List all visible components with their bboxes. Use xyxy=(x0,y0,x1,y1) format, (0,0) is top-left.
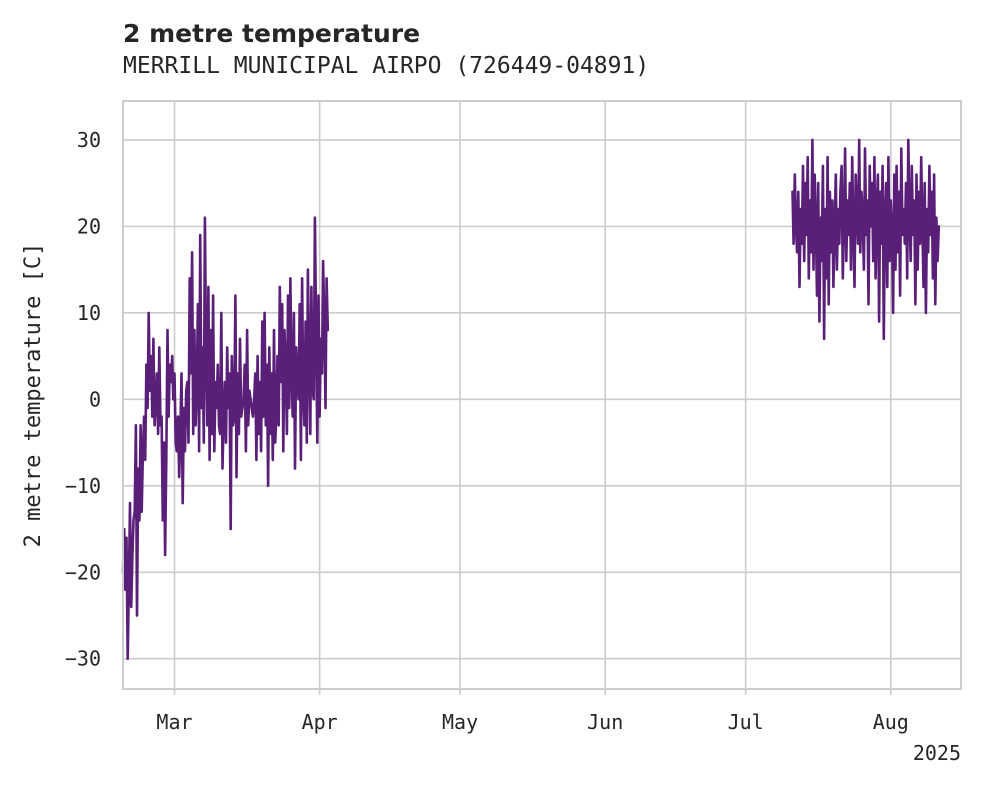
y-tick-label: 20 xyxy=(77,214,101,238)
x-tick-label: May xyxy=(442,710,478,734)
x-tick-label: Jul xyxy=(728,710,764,734)
chart-title: 2 metre temperature xyxy=(123,19,420,48)
chart-subtitle: MERRILL MUNICIPAL AIRPO (726449-04891) xyxy=(123,53,649,79)
x-year-label: 2025 xyxy=(913,741,961,765)
y-axis-label: 2 metre temperature [C] xyxy=(21,243,46,548)
y-tick-label: −10 xyxy=(65,474,101,498)
x-tick-label: Jun xyxy=(587,710,623,734)
temperature-series-line xyxy=(791,138,941,341)
x-tick-label: Aug xyxy=(873,710,909,734)
plot-frame xyxy=(122,100,962,690)
x-tick-label: Mar xyxy=(156,710,192,734)
y-tick-label: 0 xyxy=(89,387,101,411)
grid-lines xyxy=(123,101,961,695)
y-tick-label: 10 xyxy=(77,301,101,325)
y-tick-label: −30 xyxy=(65,647,101,671)
series-layer xyxy=(121,138,941,661)
y-tick-label: 30 xyxy=(77,128,101,152)
y-tick-label: −20 xyxy=(65,560,101,584)
x-tick-label: Apr xyxy=(302,710,338,734)
tick-labels: −30 −20 −10 0 10 20 30 Mar Apr May Jun Jul Aug xyxy=(65,128,909,734)
temperature-series-line xyxy=(121,216,330,661)
